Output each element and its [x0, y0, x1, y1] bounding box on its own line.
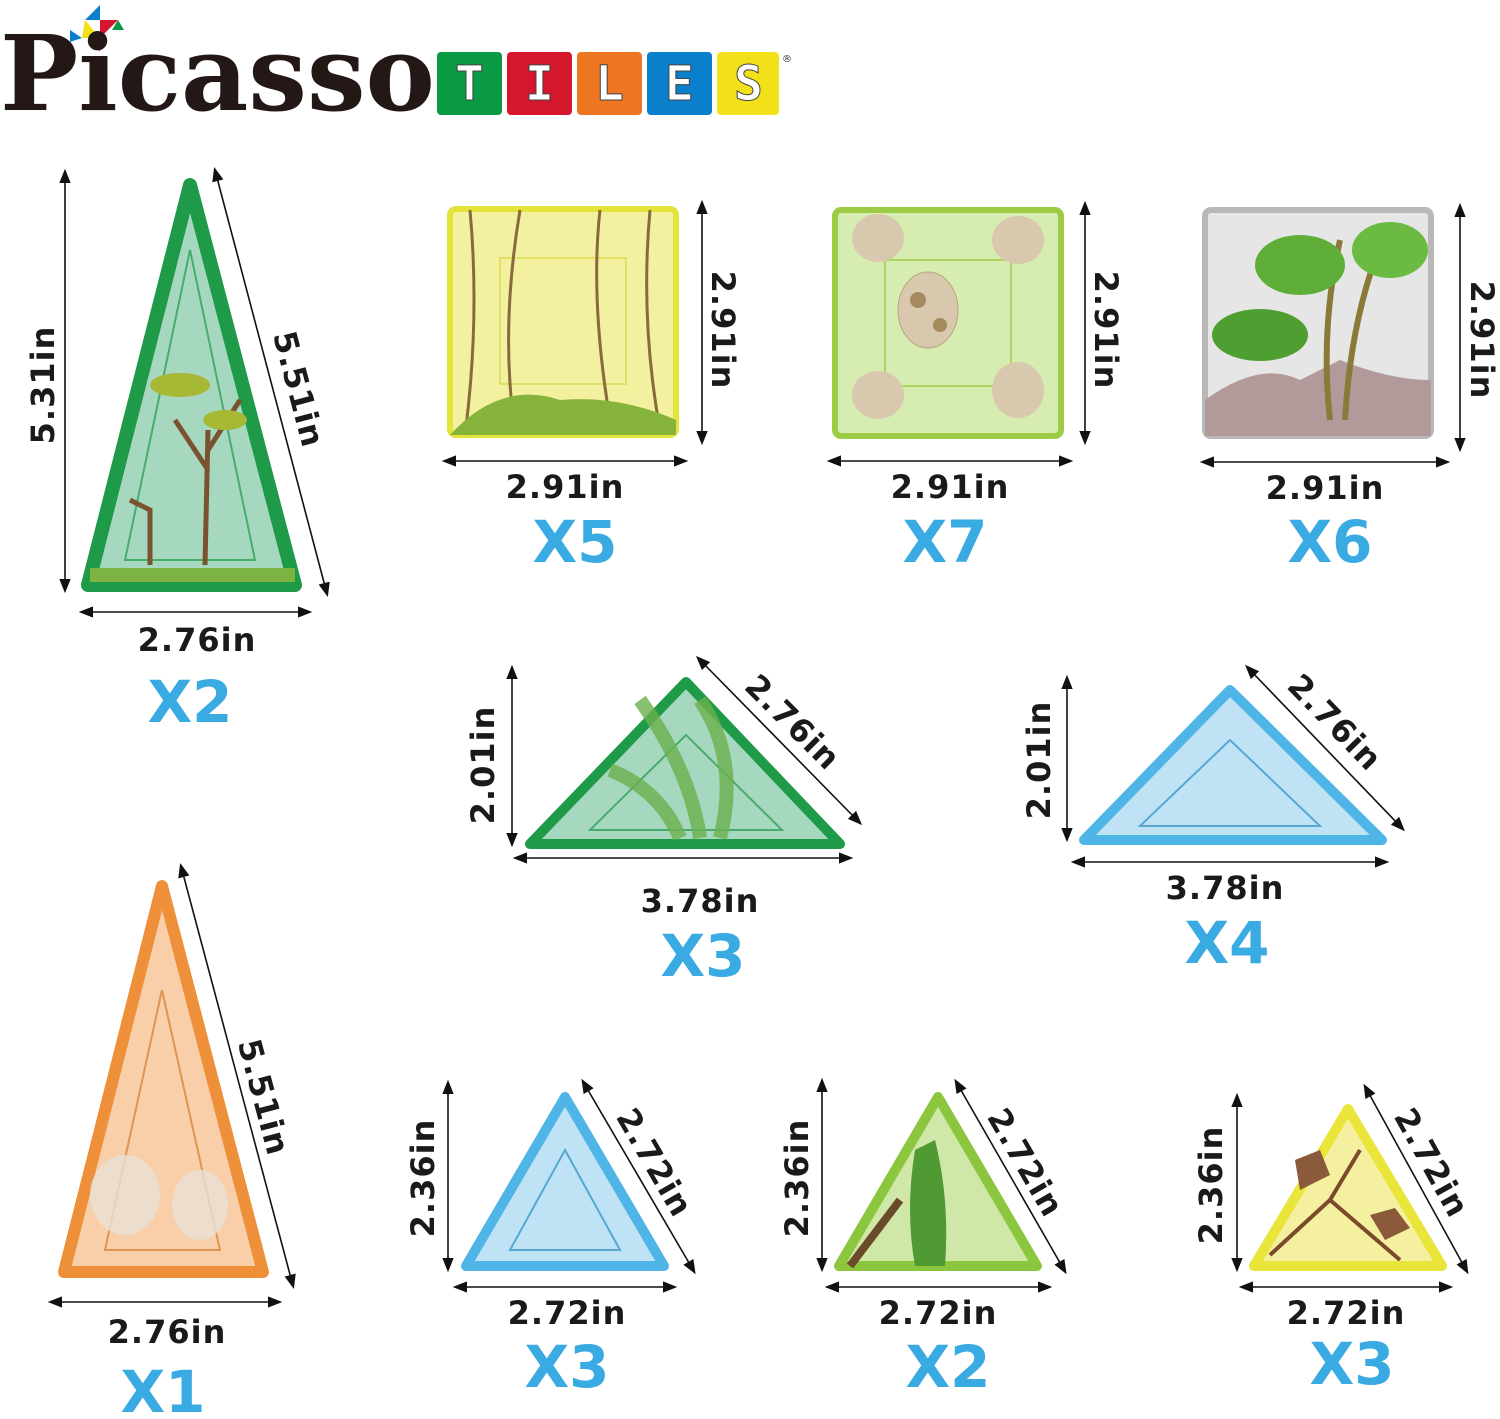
- count-label: X6: [1287, 508, 1372, 576]
- base-label: 2.76in: [138, 621, 257, 659]
- logo-letter: L: [595, 56, 624, 112]
- height-label: 2.01in: [1020, 701, 1058, 820]
- base-label: 2.72in: [879, 1294, 998, 1332]
- logo-letter: S: [734, 56, 763, 112]
- base-label: 2.91in: [1266, 469, 1385, 507]
- tile-right-triangle-leaves: 2.01in 2.76in 3.78in X3: [464, 655, 863, 990]
- base-label: 3.78in: [1166, 869, 1285, 907]
- side-label: 2.91in: [1463, 281, 1500, 400]
- height-label: 2.36in: [1192, 1126, 1230, 1245]
- logo: Picasso T I L E S ®: [0, 5, 792, 135]
- logo-letter: I: [525, 56, 554, 112]
- tile-tall-triangle-forest: 5.31in 5.51in 2.76in X2: [24, 167, 332, 736]
- logo-tiles: T I L E S ®: [437, 52, 792, 115]
- count-label: X3: [660, 922, 745, 990]
- count-label: X1: [120, 1358, 205, 1419]
- side-label: 5.51in: [230, 1035, 297, 1159]
- side-label: 2.91in: [1087, 271, 1125, 390]
- base-label: 2.72in: [508, 1294, 627, 1332]
- height-label: 2.36in: [404, 1119, 442, 1238]
- base-label: 2.72in: [1287, 1294, 1406, 1332]
- logo-brand: Picasso: [0, 12, 435, 135]
- tile-equilateral-rocks: 2.36in 2.72in 2.72in X3: [1192, 1083, 1477, 1398]
- side-label: 2.91in: [704, 271, 742, 390]
- side-label: 5.51in: [265, 327, 332, 451]
- tile-square-palm: 2.91in 2.91in X6: [1199, 202, 1500, 576]
- base-label: 2.91in: [891, 468, 1010, 506]
- tile-equilateral-water: 2.36in 2.72in 2.72in X3: [404, 1078, 701, 1401]
- height-label: 2.36in: [778, 1119, 816, 1238]
- count-label: X3: [1309, 1330, 1394, 1398]
- tile-right-triangle-water: 2.01in 2.76in 3.78in X4: [1020, 664, 1405, 977]
- pinwheel-icon: [70, 5, 124, 52]
- tile-equilateral-trees: 2.36in 2.72in 2.72in X2: [778, 1077, 1072, 1401]
- logo-letter: T: [455, 56, 484, 112]
- count-label: X2: [905, 1333, 990, 1401]
- count-label: X3: [524, 1333, 609, 1401]
- tile-square-jungle: 2.91in 2.91in X5: [441, 199, 742, 576]
- count-label: X5: [532, 508, 617, 576]
- base-label: 2.91in: [506, 468, 625, 506]
- tile-tall-triangle-dust: 5.51in 2.76in X1: [47, 863, 297, 1419]
- count-label: X7: [902, 508, 987, 576]
- tile-square-eggs: 2.91in 2.91in X7: [826, 200, 1125, 576]
- count-label: X4: [1184, 909, 1269, 977]
- height-label: 2.01in: [464, 706, 502, 825]
- logo-letter: E: [665, 56, 694, 112]
- base-label: 2.76in: [108, 1313, 227, 1351]
- registered-mark: ®: [782, 54, 792, 65]
- base-label: 3.78in: [641, 882, 760, 920]
- height-label: 5.31in: [24, 326, 62, 445]
- count-label: X2: [147, 668, 232, 736]
